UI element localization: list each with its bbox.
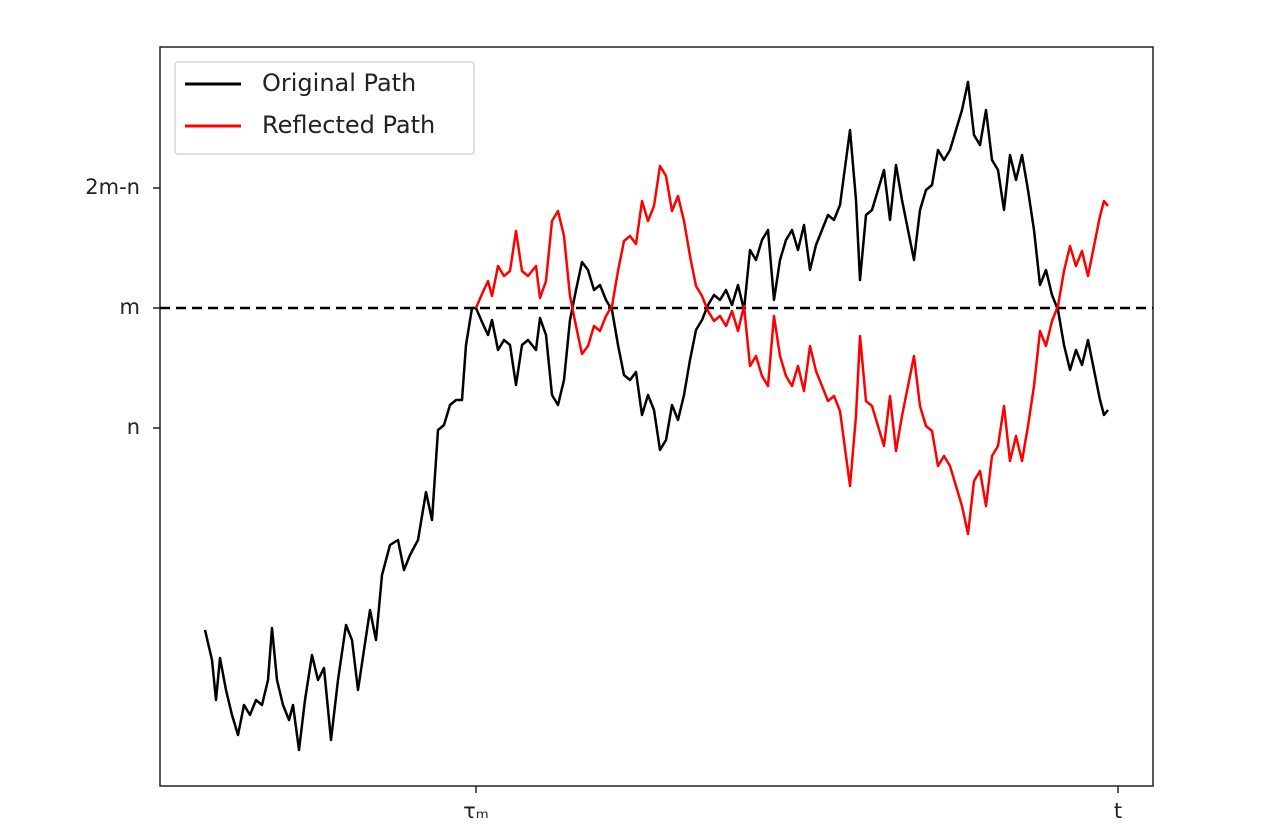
legend-label: Reflected Path (262, 111, 435, 139)
legend-label: Original Path (262, 69, 416, 97)
y-tick-label: m (120, 295, 140, 319)
legend: Original Path Reflected Path (174, 61, 475, 155)
y-tick-label: 2m-n (85, 175, 140, 199)
series-line (203, 80, 1109, 752)
x-tick-label: t (1114, 799, 1122, 823)
series-line (474, 164, 1109, 536)
x-tick-label: τₘ (463, 799, 489, 823)
y-tick-label: n (127, 415, 140, 439)
legend-box (174, 61, 475, 155)
plot-frame (159, 46, 1154, 787)
